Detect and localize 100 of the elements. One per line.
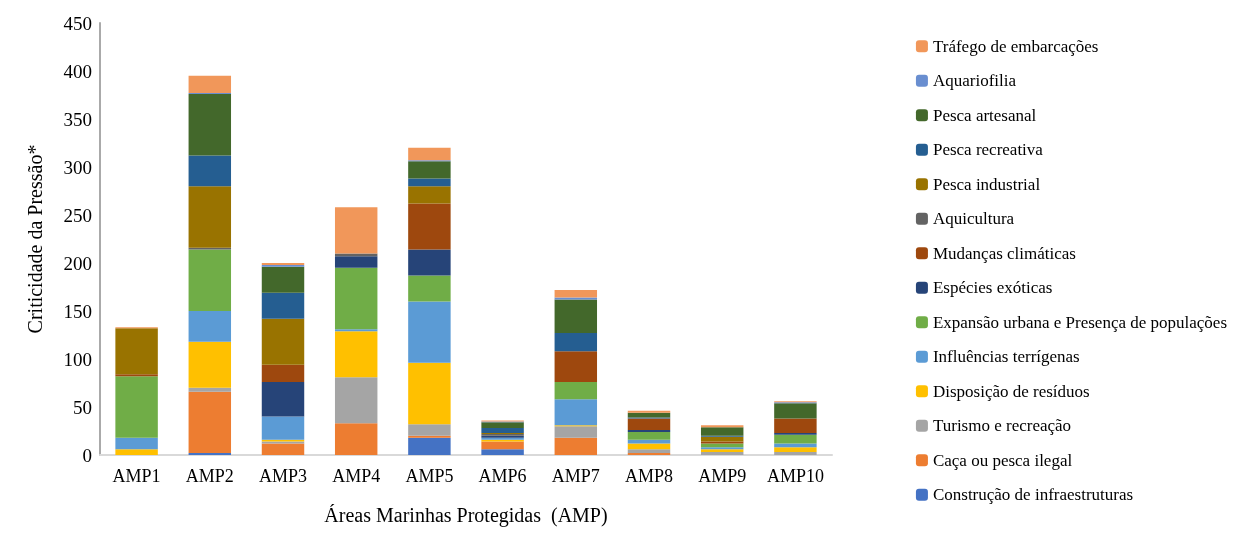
bar <box>774 418 817 433</box>
bar <box>554 437 598 455</box>
y-tick-label: 350 <box>63 108 92 130</box>
y-tick-label: 50 <box>73 396 92 418</box>
bar <box>188 94 232 156</box>
bar <box>261 292 305 319</box>
bar <box>408 203 451 250</box>
bar <box>481 428 524 433</box>
bar <box>627 412 671 418</box>
bar <box>554 351 598 383</box>
bar <box>334 256 378 268</box>
bar <box>481 422 524 429</box>
legend-label: Mudanças climáticas <box>932 243 1076 263</box>
bar <box>334 377 378 424</box>
bar <box>627 418 671 431</box>
bar <box>115 449 158 455</box>
x-tick-label: AMP8 <box>624 466 674 486</box>
bar <box>554 299 598 334</box>
bar <box>627 443 671 450</box>
bar <box>261 416 305 440</box>
bar <box>408 186 451 204</box>
bar <box>408 275 451 302</box>
bar <box>334 331 378 378</box>
bar <box>774 434 817 444</box>
bar <box>774 443 817 448</box>
legend-label: Pesca industrial <box>932 174 1041 194</box>
legend-label: Construção de infraestruturas <box>932 485 1134 505</box>
bar <box>700 443 744 448</box>
legend-label: Espécies exóticas <box>932 278 1053 298</box>
y-axis-title: Criticidade da Pressão* <box>24 144 46 334</box>
bar <box>188 387 232 392</box>
x-tick-label: AMP9 <box>698 466 747 486</box>
x-tick-label: AMP6 <box>478 466 527 486</box>
x-tick-label: AMP10 <box>766 466 824 486</box>
bar <box>774 452 817 455</box>
y-tick-label: 250 <box>63 204 92 226</box>
bar <box>408 301 451 363</box>
bar <box>188 311 232 342</box>
x-tick-label: AMP2 <box>185 466 234 486</box>
bar <box>408 437 451 455</box>
bar <box>774 447 817 453</box>
bar <box>481 449 524 455</box>
bar <box>408 178 451 187</box>
bar <box>115 376 158 438</box>
bar <box>408 147 451 161</box>
bar <box>554 426 598 438</box>
legend-label: Aquicultura <box>932 209 1015 229</box>
bar <box>700 427 744 436</box>
y-tick-label: 300 <box>63 156 92 178</box>
y-tick-label: 150 <box>63 300 92 322</box>
bar <box>115 437 158 450</box>
legend-label: Turismo e recreação <box>932 416 1072 436</box>
bar <box>115 328 158 375</box>
bar <box>334 423 378 455</box>
legend-label: Disposição de resíduos <box>932 381 1090 401</box>
bar <box>408 161 451 179</box>
bar <box>554 382 598 400</box>
bar <box>408 424 451 436</box>
legend-label: Influências terrígenas <box>932 347 1080 367</box>
legend-label: Tráfego de embarcações <box>932 36 1099 56</box>
y-tick-label: 450 <box>63 12 92 34</box>
bar <box>261 266 305 293</box>
legend-label: Aquariofilia <box>932 71 1017 91</box>
legend-label: Expansão urbana e Presença de populações <box>932 312 1228 332</box>
bar <box>481 441 524 450</box>
bar <box>554 333 598 352</box>
y-tick-label: 200 <box>63 252 92 274</box>
x-tick-label: AMP4 <box>332 466 381 486</box>
bar <box>774 403 817 419</box>
x-tick-label: AMP3 <box>258 466 308 486</box>
x-axis-title: Áreas Marinhas Protegidas (AMP) <box>324 504 608 527</box>
legend-label: Pesca artesanal <box>932 105 1037 125</box>
bar <box>188 341 232 388</box>
y-tick-label: 0 <box>82 444 92 466</box>
x-tick-label: AMP7 <box>551 466 600 486</box>
y-tick-label: 100 <box>63 348 92 370</box>
y-tick-label: 400 <box>63 60 92 82</box>
bar <box>408 362 451 425</box>
bar <box>261 364 305 383</box>
bar <box>334 267 378 330</box>
x-tick-label: AMP5 <box>405 466 454 486</box>
bar <box>188 155 232 187</box>
bar <box>554 289 598 298</box>
bar <box>627 431 671 440</box>
bar <box>261 318 305 365</box>
bar <box>188 186 232 248</box>
bar <box>188 75 232 94</box>
bar <box>700 436 744 442</box>
bar <box>554 399 598 426</box>
legend-label: Pesca recreativa <box>932 140 1044 160</box>
bar <box>627 449 671 454</box>
bar <box>261 443 305 455</box>
bar <box>261 382 305 417</box>
bar <box>188 249 232 311</box>
bar <box>408 249 451 276</box>
x-tick-label: AMP1 <box>112 466 161 486</box>
legend-label: Caça ou pesca ilegal <box>932 450 1073 470</box>
bar <box>334 253 378 257</box>
bar <box>334 207 378 254</box>
bar <box>188 391 232 454</box>
